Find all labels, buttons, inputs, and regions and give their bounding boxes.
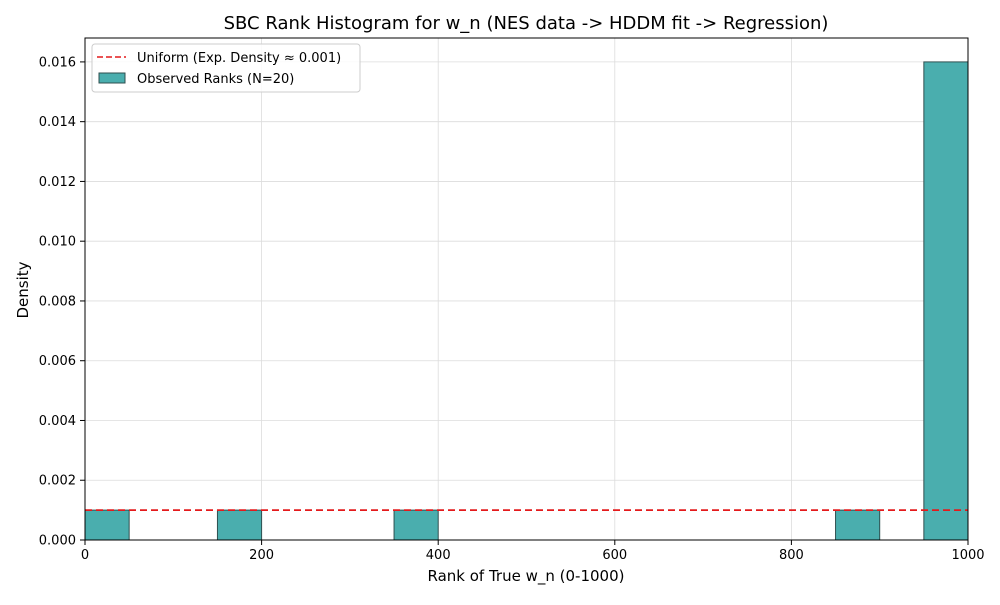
x-tick-label: 800 [779, 548, 804, 563]
y-tick-label: 0.006 [39, 354, 76, 369]
axis-ticks: 0 200 400 600 800 1000 0.000 0.002 0.004 0.006 0.0… [39, 55, 985, 563]
x-axis-title: Rank of True w_n (0-1000) [428, 567, 625, 586]
y-tick-label: 0.012 [39, 175, 76, 190]
x-tick-label: 600 [602, 548, 627, 563]
plot-frame [84, 37, 969, 541]
grid-lines [84, 38, 969, 541]
legend: Uniform (Exp. Density ≈ 0.001) Observed … [91, 43, 361, 93]
y-axis-title: Density [14, 261, 32, 318]
legend-observed-label: Observed Ranks (N=20) [137, 72, 294, 87]
y-tick-label: 0.004 [39, 414, 76, 429]
histogram-bar [923, 61, 969, 541]
chart-title: SBC Rank Histogram for w_n (NES data -> … [224, 13, 829, 34]
histogram-bar [84, 509, 130, 541]
y-tick-label: 0.010 [39, 235, 76, 250]
legend-uniform-label: Uniform (Exp. Density ≈ 0.001) [137, 51, 341, 66]
legend-observed-swatch [98, 72, 126, 84]
y-tick-label: 0.000 [39, 534, 76, 549]
histogram-bar [835, 509, 881, 541]
histogram-bar [393, 509, 439, 541]
y-tick-label: 0.002 [39, 474, 76, 489]
x-tick-label: 0 [81, 548, 89, 563]
x-tick-label: 1000 [951, 548, 984, 563]
histogram-bar [216, 509, 263, 541]
y-tick-label: 0.008 [39, 294, 76, 309]
x-tick-label: 200 [249, 548, 274, 563]
legend-box [91, 43, 361, 93]
y-tick-label: 0.014 [39, 115, 76, 130]
x-tick-label: 400 [426, 548, 451, 563]
y-tick-label: 0.016 [39, 55, 76, 70]
